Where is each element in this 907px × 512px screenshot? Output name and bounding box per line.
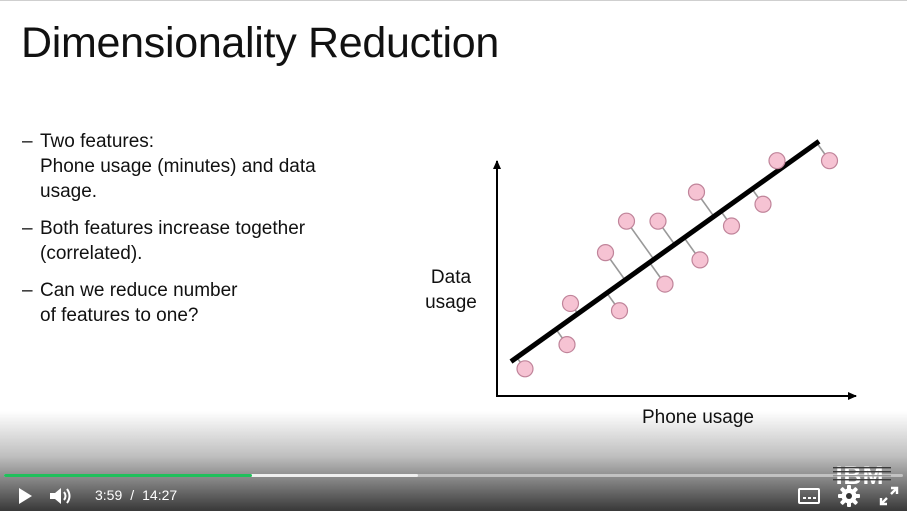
data-point-7 (649, 212, 667, 230)
settings-button[interactable] (837, 485, 861, 507)
bullet-item: – Can we reduce number of features to on… (22, 278, 352, 328)
play-button[interactable] (14, 485, 36, 507)
data-point-12 (754, 195, 772, 213)
progress-bar[interactable] (4, 474, 903, 477)
bullet-dash: – (22, 280, 33, 301)
data-points (516, 152, 839, 378)
fullscreen-icon (879, 486, 899, 506)
duration: 14:27 (142, 487, 178, 503)
settings-icon (838, 485, 860, 507)
bullet-line: Both features increase together (40, 218, 306, 239)
play-icon (19, 488, 32, 504)
bullet-line: usage. (40, 181, 98, 202)
current-time: 3:59 (95, 487, 123, 503)
data-point-2 (558, 336, 576, 354)
residual-lines (516, 142, 831, 370)
bullet-list: – Two features: Phone usage (minutes) an… (22, 129, 352, 340)
data-point-13 (768, 152, 786, 170)
data-point-5 (610, 302, 629, 320)
data-point-1 (516, 360, 534, 378)
bullet-item: – Two features: Phone usage (minutes) an… (22, 129, 352, 204)
player-controls: 3:59 / 14:27 (0, 480, 907, 511)
time-separator: / (130, 487, 135, 503)
data-point-3 (561, 294, 580, 313)
x-axis-label: Phone usage (642, 407, 754, 428)
ibm-logo: IBM (833, 462, 891, 488)
regression-line (509, 139, 821, 364)
data-point-9 (687, 183, 706, 201)
data-point-14 (820, 152, 839, 170)
slide-title: Dimensionality Reduction (21, 19, 499, 67)
bullet-dash: – (22, 131, 33, 152)
captions-icon (798, 488, 820, 504)
bullet-item: – Both features increase together (corre… (22, 216, 352, 266)
bullet-line: (correlated). (40, 243, 143, 264)
fullscreen-button[interactable] (877, 485, 901, 507)
bullet-line: Phone usage (minutes) and data (40, 156, 316, 177)
data-point-11 (722, 217, 741, 235)
played-bar (4, 474, 253, 477)
y-axis-label: Data (431, 267, 472, 288)
data-point-10 (691, 251, 709, 269)
bullet-line: Two features: (40, 131, 155, 152)
data-point-6 (617, 212, 636, 230)
logo-stripes (833, 467, 891, 481)
bullet-dash: – (22, 218, 33, 239)
data-point-8 (656, 275, 674, 293)
time-display: 3:59 / 14:27 (95, 487, 177, 503)
captions-button[interactable] (797, 485, 821, 507)
volume-icon (50, 488, 71, 504)
bullet-line: Can we reduce number (40, 280, 238, 301)
volume-button[interactable] (48, 485, 74, 507)
bullet-line: of features to one? (40, 305, 199, 326)
data-point-4 (596, 244, 615, 262)
y-axis-label: usage (425, 292, 477, 313)
